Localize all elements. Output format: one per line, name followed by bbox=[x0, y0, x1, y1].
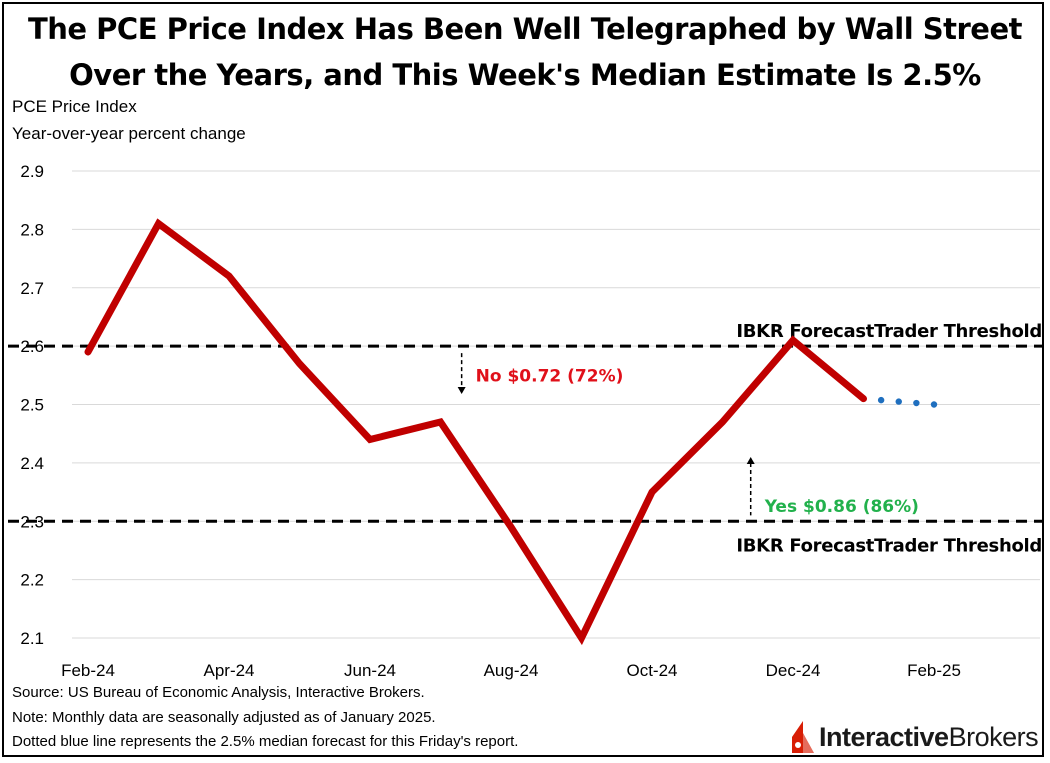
x-tick-label: Feb-24 bbox=[61, 661, 115, 680]
forecast-dot bbox=[913, 399, 920, 407]
chart-subtitle-series: PCE Price Index bbox=[12, 97, 137, 116]
y-tick-label: 2.7 bbox=[20, 279, 44, 298]
no-arrow-head bbox=[457, 386, 466, 394]
y-tick-label: 2.4 bbox=[20, 454, 44, 473]
yes-arrow-head bbox=[746, 457, 755, 465]
x-tick-label: Oct-24 bbox=[626, 661, 677, 680]
data-point bbox=[509, 525, 513, 529]
data-point bbox=[580, 636, 583, 640]
x-tick-label: Jun-24 bbox=[344, 661, 396, 680]
data-point bbox=[439, 420, 442, 424]
data-point bbox=[721, 420, 724, 424]
data-point bbox=[157, 222, 160, 226]
chart-title-line1: The PCE Price Index Has Been Well Telegr… bbox=[27, 12, 1023, 46]
no-price-label: No $0.72 (72%) bbox=[476, 366, 624, 386]
series-line-actual bbox=[84, 218, 867, 646]
source-note: Source: US Bureau of Economic Analysis, … bbox=[12, 684, 425, 701]
chart-subtitle-units: Year-over-year percent change bbox=[12, 124, 246, 143]
y-tick-label: 2.9 bbox=[20, 162, 44, 181]
x-tick-label: Feb-25 bbox=[907, 661, 961, 680]
chart-title-line2: Over the Years, and This Week's Median E… bbox=[69, 58, 981, 92]
x-tick-label: Aug-24 bbox=[484, 661, 539, 680]
forecast-dot bbox=[895, 398, 902, 405]
threshold-label: IBKR ForecastTrader Threshold bbox=[736, 535, 1042, 556]
data-point bbox=[86, 350, 90, 354]
y-tick-label: 2.1 bbox=[20, 629, 44, 648]
logo-text-interactive: Interactive bbox=[819, 721, 949, 752]
y-tick-label: 2.5 bbox=[20, 396, 44, 415]
interactive-brokers-logo: InteractiveBrokers bbox=[790, 717, 1039, 757]
logo-text-brokers: Brokers bbox=[948, 721, 1039, 752]
data-point bbox=[791, 338, 795, 342]
x-tick-label: Dec-24 bbox=[766, 661, 821, 680]
y-tick-label: 2.8 bbox=[20, 220, 44, 239]
forecast-dot bbox=[930, 401, 938, 408]
forecast-dot bbox=[877, 396, 885, 404]
yes-price-label: Yes $0.86 (86%) bbox=[764, 497, 919, 517]
data-point bbox=[862, 397, 865, 401]
data-point bbox=[227, 274, 231, 278]
ib-logo-icon bbox=[792, 721, 814, 753]
forecast-note: Dotted blue line represents the 2.5% med… bbox=[12, 733, 519, 750]
y-tick-label: 2.2 bbox=[20, 571, 44, 590]
data-point bbox=[650, 490, 654, 494]
data-point bbox=[298, 362, 301, 366]
x-tick-label: Apr-24 bbox=[203, 661, 254, 680]
seasonal-note: Note: Monthly data are seasonally adjust… bbox=[12, 709, 436, 726]
data-point bbox=[368, 438, 372, 442]
threshold-label: IBKR ForecastTrader Threshold bbox=[736, 321, 1042, 342]
